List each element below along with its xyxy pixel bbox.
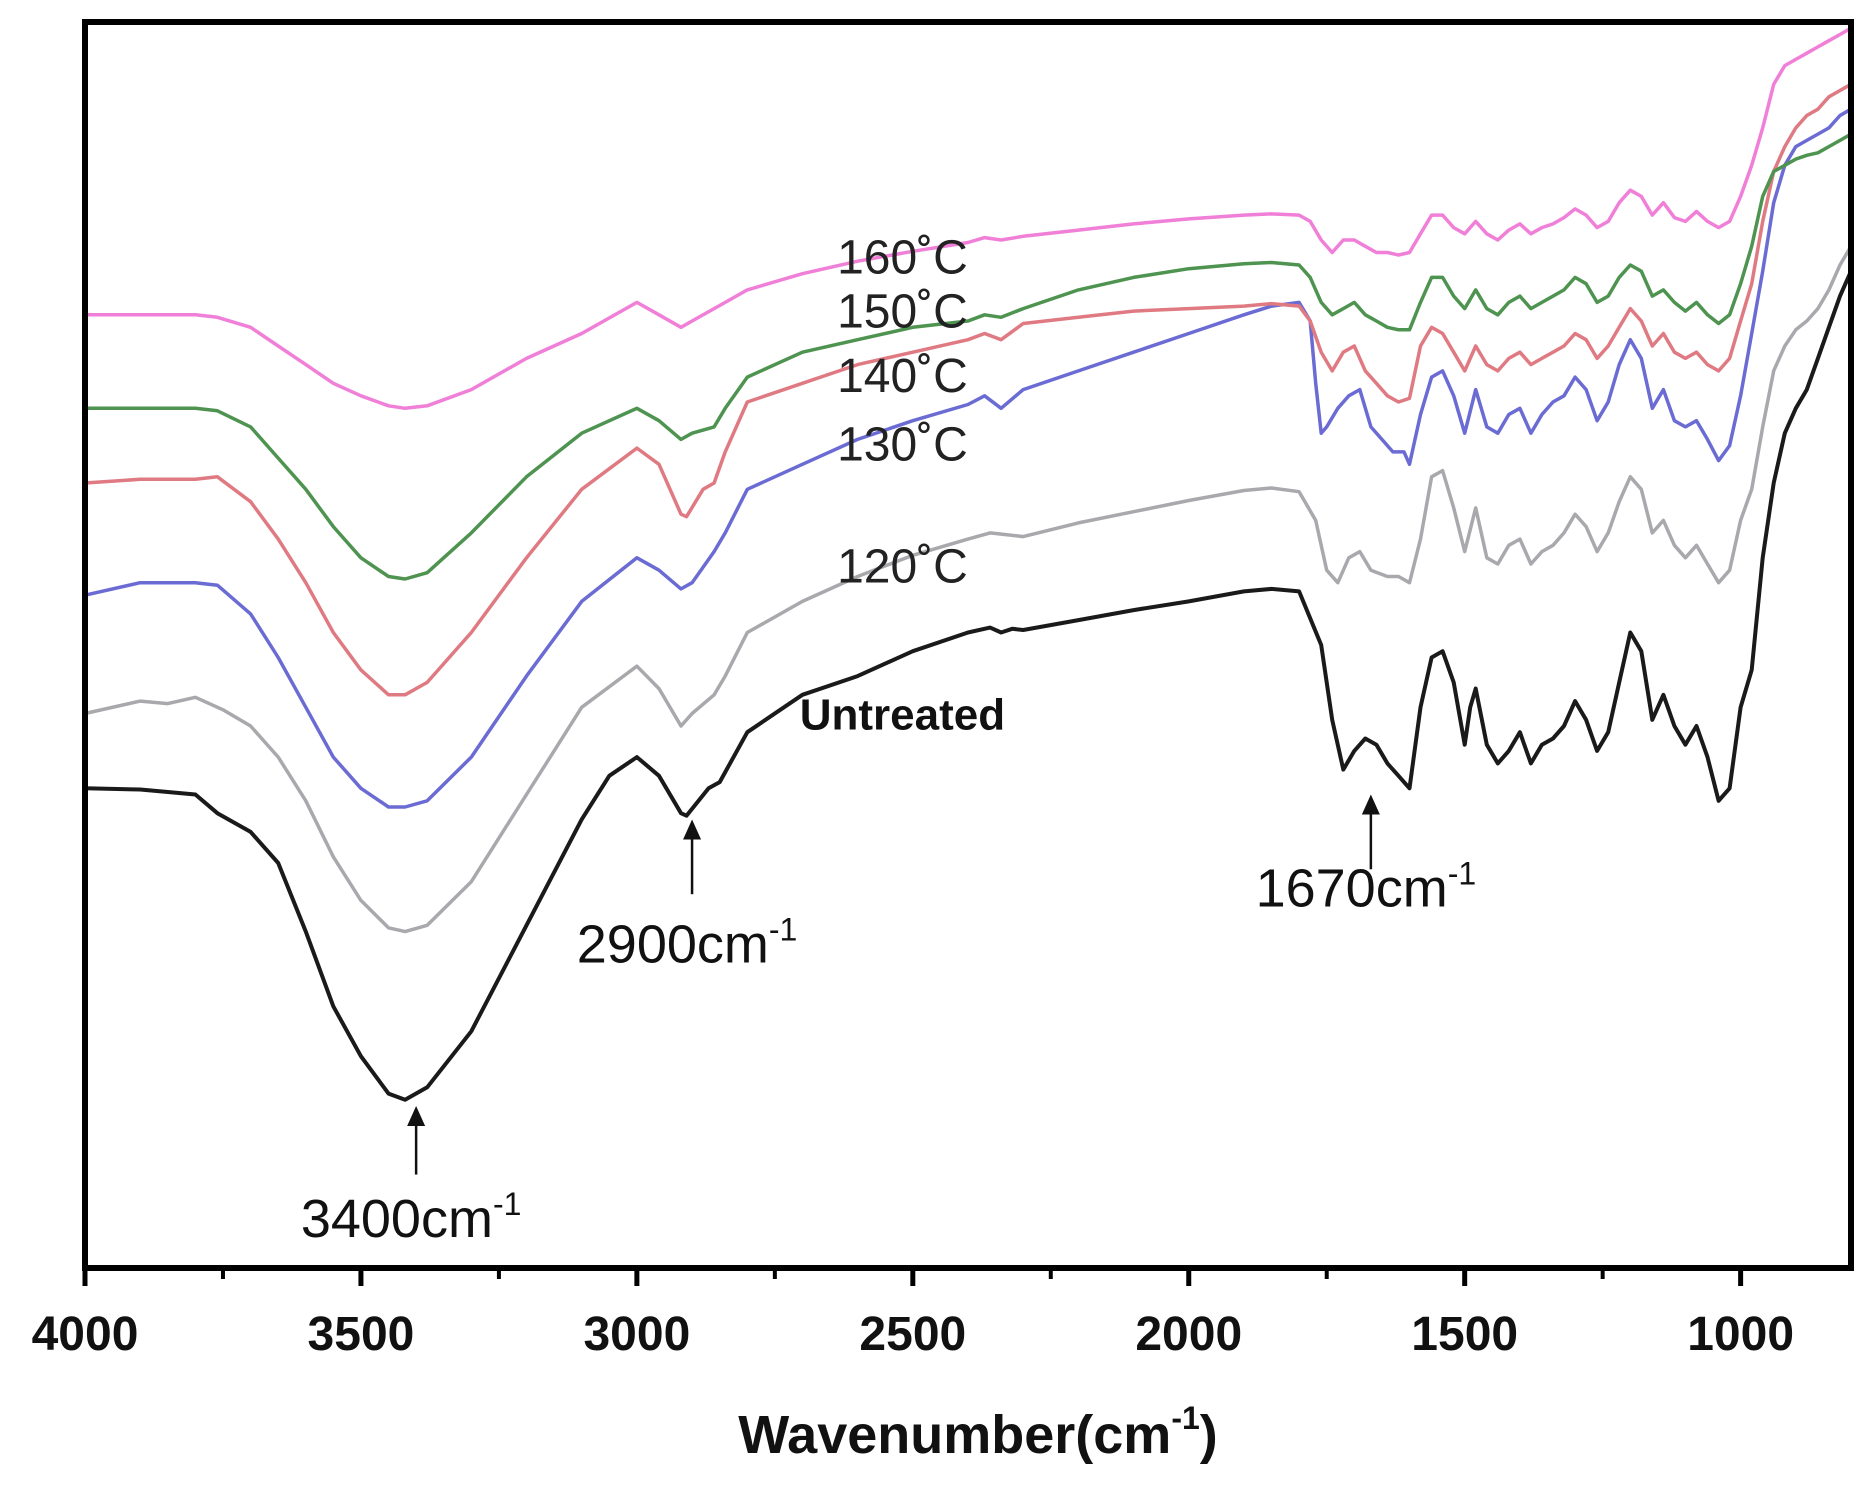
- series-label: 120˚C: [837, 541, 968, 594]
- peak-annotation-label: 1670cm-1: [1256, 856, 1477, 919]
- annotation-arrow-head: [683, 819, 702, 840]
- series-line-160c: [85, 26, 1852, 411]
- x-tick-label: 4000: [32, 1308, 139, 1361]
- x-tick-label: 1000: [1687, 1308, 1794, 1361]
- series-line-150c: [85, 132, 1852, 581]
- series-line-130c: [84, 107, 1852, 809]
- x-tick-label: 2500: [859, 1308, 966, 1361]
- series-line-140c: [84, 82, 1852, 697]
- plot-frame: [82, 19, 1854, 1271]
- peak-annotation-label: 2900cm-1: [577, 912, 798, 975]
- peak-annotations: 3400cm-1 2900cm-1 1670cm-1: [301, 794, 1477, 1249]
- annotation-arrow-head: [1361, 794, 1380, 815]
- x-tick-label: 2000: [1135, 1308, 1242, 1361]
- series-label: 130˚C: [837, 419, 968, 472]
- series-line-untreated: [84, 270, 1853, 1102]
- x-tick-label: 1500: [1411, 1308, 1518, 1361]
- series-label: 140˚C: [837, 350, 968, 403]
- series-line-120c: [84, 245, 1853, 934]
- series-label: Untreated: [800, 691, 1005, 740]
- series-label: 160˚C: [837, 232, 968, 285]
- annotation-arrow-head: [407, 1106, 426, 1127]
- series-layer: [84, 26, 1853, 1102]
- series-label: 150˚C: [837, 285, 968, 338]
- x-axis: 4000 3500 3000 2500 2000 1500 1000: [32, 1268, 1794, 1361]
- x-tick-label: 3000: [583, 1308, 690, 1361]
- x-axis-title: Wavenumber(cm-1): [738, 1400, 1218, 1465]
- peak-annotation-label: 3400cm-1: [301, 1186, 522, 1249]
- x-tick-label: 3500: [308, 1308, 415, 1361]
